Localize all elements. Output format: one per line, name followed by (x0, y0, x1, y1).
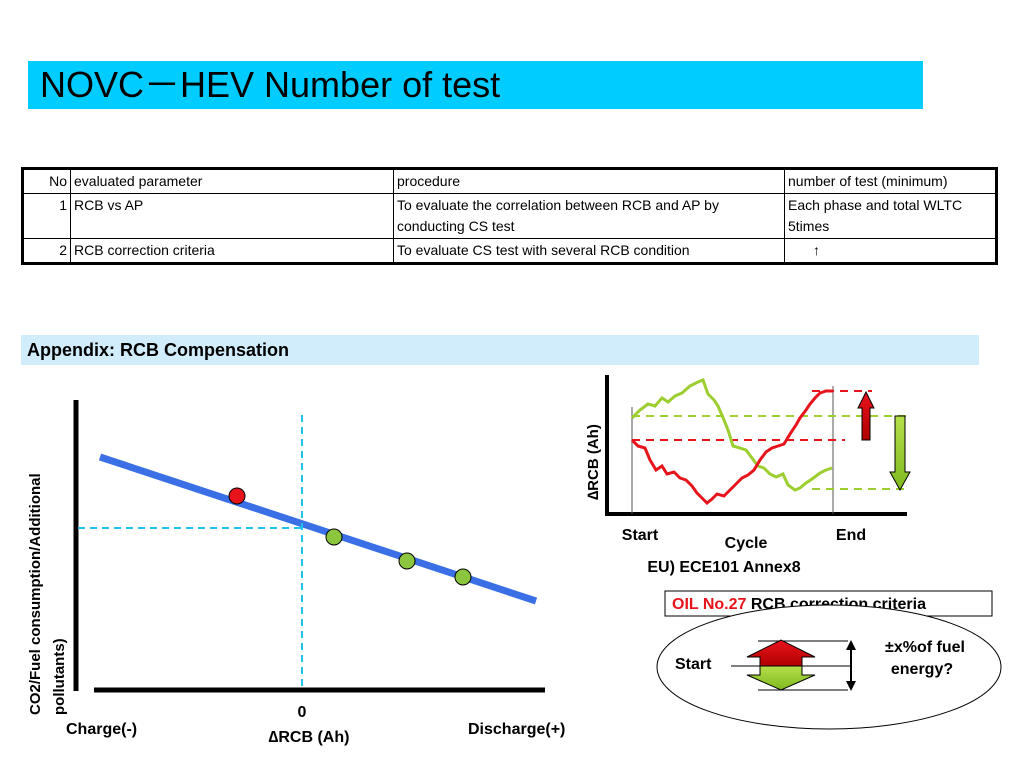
page-title: NOVC－HEV Number of test (40, 64, 501, 105)
row-no: 2 (22, 238, 71, 264)
caption: EU) ECE101 Annex8 (647, 559, 800, 576)
cycle-label: Cycle (725, 535, 768, 552)
start-label: Start (622, 527, 659, 544)
row-count: ↑ (784, 238, 997, 264)
range-up-icon (846, 640, 856, 650)
row-procedure: To evaluate CS test with several RCB con… (393, 238, 785, 264)
appendix-title: Appendix: RCB Compensation (27, 340, 290, 360)
lower-arrow-icon (746, 665, 816, 691)
criteria-ellipse (656, 604, 1002, 730)
row-param: RCB correction criteria (70, 238, 394, 264)
discharge-label: Discharge(+) (468, 721, 565, 738)
y-axis-label-1: CO2/Fuel consumption/Additional (27, 473, 44, 715)
end-label: End (836, 527, 866, 544)
title-bar: NOVC－HEV Number of test (28, 61, 923, 109)
table-row: 2 RCB correction criteria To evaluate CS… (22, 238, 997, 264)
x-axis-label: ∆RCB (Ah) (269, 729, 350, 746)
row-procedure: To evaluate the correlation between RCB … (393, 193, 785, 239)
up-arrow-icon (857, 390, 875, 441)
charge-label: Charge(-) (66, 721, 137, 738)
header-no: No (22, 168, 71, 194)
zero-label: 0 (298, 704, 307, 721)
red-soc-trace (630, 389, 833, 506)
right-y-axis-label: ∆RCB (Ah) (585, 424, 602, 500)
down-arrow-icon (889, 415, 911, 492)
upper-arrow-icon (746, 639, 816, 667)
appendix-bar: Appendix: RCB Compensation (21, 335, 979, 365)
note-line-2: energy? (891, 661, 953, 678)
note-line-1: ±x%of fuel (885, 639, 965, 656)
green-point (398, 552, 416, 570)
green-point (325, 528, 343, 546)
red-point (228, 487, 246, 505)
table-header-row: No evaluated parameter procedure number … (22, 168, 997, 194)
y-axis-label-2: pollutants) (51, 638, 68, 715)
green-point (454, 568, 472, 586)
range-down-icon (846, 681, 856, 691)
oil-start-label: Start (675, 656, 712, 673)
row-param: RCB vs AP (70, 193, 394, 239)
test-table: No evaluated parameter procedure number … (21, 167, 998, 265)
green-soc-trace (630, 378, 833, 492)
